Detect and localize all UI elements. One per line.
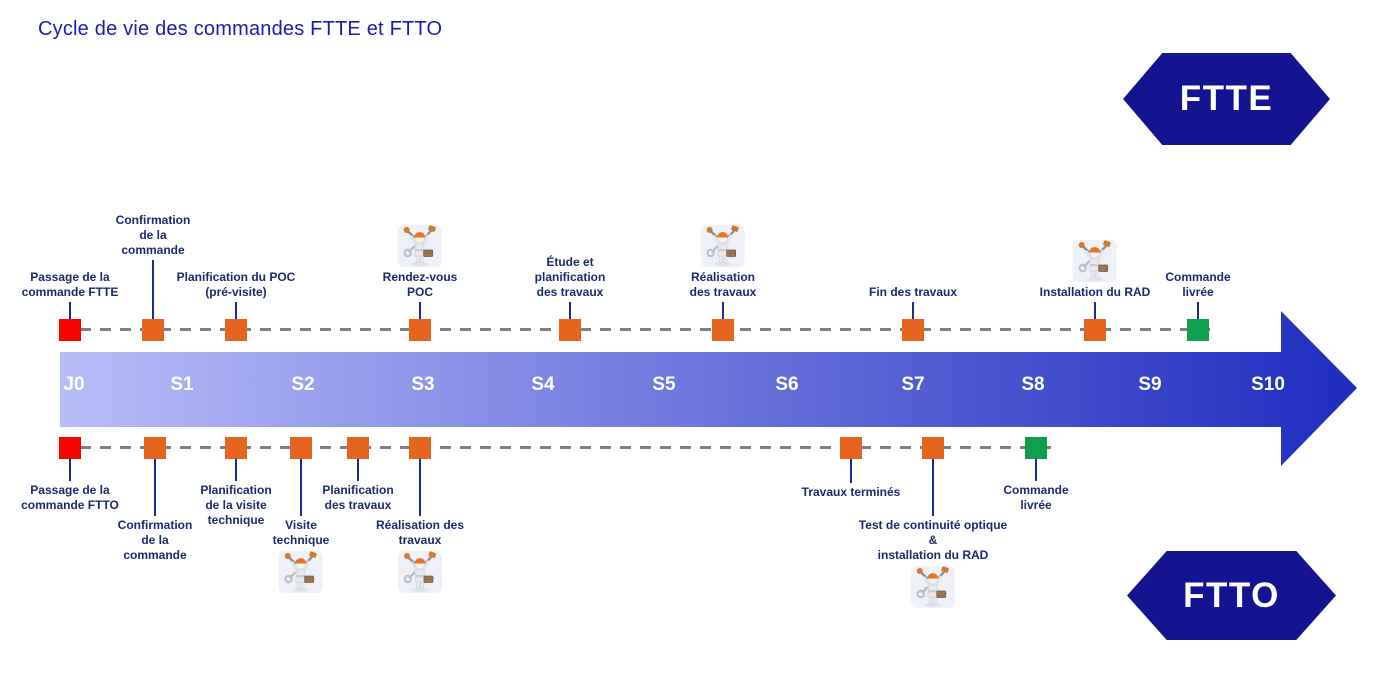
milestone-marker — [225, 437, 247, 459]
milestone: Passage de la commande FTTE — [22, 270, 119, 300]
worker-icon — [1072, 240, 1117, 282]
milestone-connector — [1094, 302, 1096, 319]
axis-label-s4: S4 — [531, 374, 555, 395]
milestone-marker — [347, 437, 369, 459]
milestone: Étude et planification des travaux — [535, 255, 606, 300]
milestone-marker — [1025, 437, 1047, 459]
milestone: Installation du RAD — [1039, 239, 1151, 300]
milestone: Visite technique — [272, 518, 330, 594]
ftte-badge-label: FTTE — [1179, 79, 1274, 118]
axis-label-s8: S8 — [1021, 374, 1045, 395]
milestone-label: Passage de la commande FTTE — [21, 270, 119, 299]
milestone-connector — [850, 459, 852, 483]
milestone: Réalisation des travaux — [689, 224, 757, 300]
milestone-marker — [1187, 319, 1209, 341]
ftte-badge: FTTE — [1123, 53, 1330, 145]
milestone: Confirmation de la commande — [118, 518, 193, 563]
milestone-connector — [152, 260, 154, 319]
milestone-marker — [142, 319, 164, 341]
milestone-label: Réalisation des travaux — [375, 518, 465, 547]
axis-label-s9: S9 — [1138, 374, 1162, 395]
milestone: Réalisation des travaux — [376, 518, 464, 594]
milestone-label: Planification de la visite technique — [200, 483, 272, 527]
milestone-connector — [69, 302, 71, 319]
ftto-dashed-line — [60, 446, 1058, 449]
ftte-dashed-line — [60, 328, 1210, 331]
axis-label-s3: S3 — [411, 374, 435, 395]
milestone: Confirmation de la commande — [116, 213, 191, 258]
milestone: Fin des travaux — [869, 285, 957, 300]
milestone-label: Rendez-vous POC — [382, 270, 458, 299]
axis-label-s10: S10 — [1251, 374, 1285, 395]
milestone-connector — [419, 302, 421, 319]
milestone: Travaux terminés — [802, 485, 901, 500]
worker-icon — [910, 566, 955, 608]
milestone-label: Confirmation de la commande — [117, 518, 193, 562]
milestone-label: Réalisation des travaux — [689, 270, 757, 299]
milestone-label: Test de continuité optique & installatio… — [858, 518, 1008, 562]
milestone-marker — [59, 437, 81, 459]
milestone: Planification des travaux — [322, 483, 393, 513]
milestone-label: Installation du RAD — [1039, 285, 1151, 299]
milestone-connector — [1197, 302, 1199, 319]
milestone-connector — [1035, 459, 1037, 481]
worker-icon — [700, 225, 745, 267]
milestone: Rendez-vous POC — [382, 224, 458, 300]
milestone-marker — [144, 437, 166, 459]
axis-label-s5: S5 — [652, 374, 676, 395]
worker-icon — [398, 225, 442, 267]
milestone: Planification du POC (pré-visite) — [177, 270, 296, 300]
milestone-label: Étude et planification des travaux — [534, 255, 606, 299]
milestone-marker — [840, 437, 862, 459]
milestone: Commande livrée — [1003, 483, 1068, 513]
milestone-label: Visite technique — [272, 518, 330, 547]
milestone-connector — [722, 302, 724, 319]
worker-icon — [278, 551, 323, 593]
milestone-connector — [569, 302, 571, 319]
milestone-marker — [1084, 319, 1106, 341]
milestone-connector — [932, 459, 934, 516]
axis-label-s7: S7 — [901, 374, 925, 395]
milestone-marker — [409, 319, 431, 341]
milestone-label: Travaux terminés — [801, 485, 901, 499]
axis-label-s2: S2 — [291, 374, 315, 395]
axis-label-s6: S6 — [775, 374, 799, 395]
ftto-badge: FTTO — [1127, 551, 1336, 640]
milestone-label: Planification des travaux — [322, 483, 394, 512]
milestone-connector — [300, 459, 302, 516]
milestone-connector — [154, 459, 156, 516]
milestone: Passage de la commande FTTO — [21, 483, 119, 513]
axis-label-s1: S1 — [170, 374, 194, 395]
milestone-connector — [235, 302, 237, 319]
milestone-marker — [559, 319, 581, 341]
milestone-marker — [59, 319, 81, 341]
milestone-label: Commande livrée — [1165, 270, 1231, 299]
milestone-marker — [225, 319, 247, 341]
milestone: Commande livrée — [1165, 270, 1230, 300]
milestone-label: Confirmation de la commande — [115, 213, 191, 257]
milestone-label: Fin des travaux — [868, 285, 958, 299]
worker-icon — [398, 551, 442, 593]
milestone-marker — [902, 319, 924, 341]
milestone-connector — [69, 459, 71, 481]
axis-label-j0: J0 — [63, 374, 85, 395]
timeline-arrowhead — [1281, 311, 1357, 466]
milestone-label: Planification du POC (pré-visite) — [176, 270, 296, 299]
milestone-label: Passage de la commande FTTO — [21, 483, 119, 512]
milestone-marker — [290, 437, 312, 459]
milestone-connector — [357, 459, 359, 481]
milestone-connector — [419, 459, 421, 516]
milestone-connector — [912, 302, 914, 319]
milestone: Test de continuité optique & installatio… — [859, 518, 1007, 609]
diagram-title: Cycle de vie des commandes FTTE et FTTO — [38, 18, 443, 40]
ftto-badge-label: FTTO — [1183, 575, 1280, 615]
milestone-connector — [235, 459, 237, 481]
milestone-marker — [409, 437, 431, 459]
milestone: Planification de la visite technique — [200, 483, 271, 528]
milestone-marker — [712, 319, 734, 341]
milestone-marker — [922, 437, 944, 459]
milestone-label: Commande livrée — [1003, 483, 1069, 512]
